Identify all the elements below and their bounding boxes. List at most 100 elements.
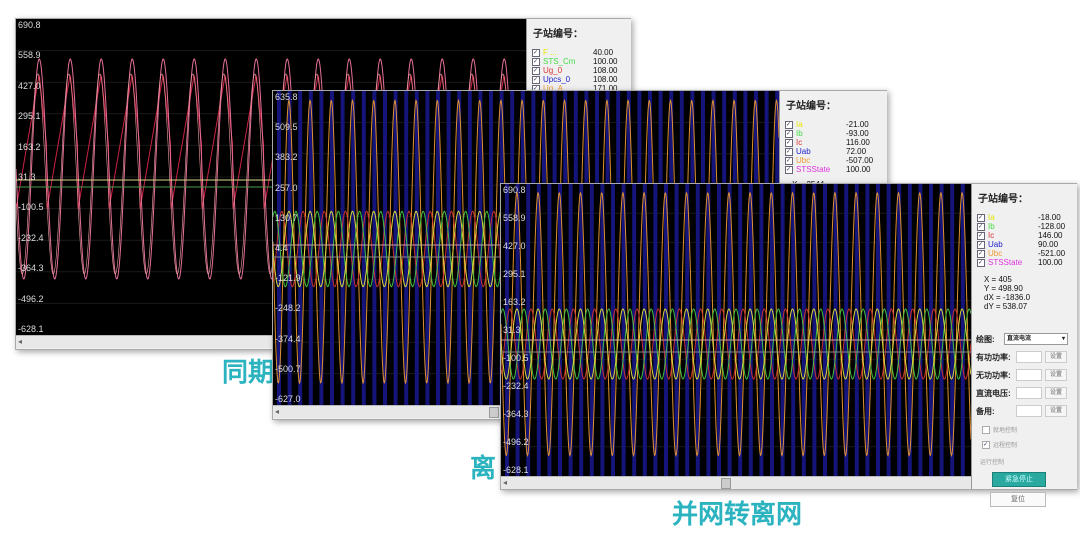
uab-band — [664, 184, 668, 476]
channel-row[interactable]: ✓ Ia -21.00 — [785, 120, 887, 129]
uab-band — [536, 184, 541, 476]
y-tick-label: -100.5 — [18, 202, 44, 213]
emergency-stop-button[interactable]: 紧急停止 — [992, 472, 1046, 487]
channel-row[interactable]: ✓ Ubc -507.00 — [785, 156, 887, 165]
field-label: 直流电压: — [976, 388, 1011, 398]
y-tick-label: -364.3 — [18, 263, 44, 274]
setpoint-input[interactable] — [1016, 405, 1042, 417]
y-tick-label: -100.5 — [503, 353, 529, 363]
plot-select[interactable]: 直流电流 ▾ — [1004, 333, 1068, 345]
y-tick-label: 635.8 — [275, 92, 298, 102]
y-tick-label: 130.7 — [275, 212, 298, 223]
setpoint-input[interactable] — [1016, 351, 1042, 363]
channel-checkbox[interactable]: ✓ — [785, 147, 793, 156]
channel-value: 108.00 — [593, 75, 618, 84]
channel-row[interactable]: ✓ STSState 100.00 — [977, 258, 1077, 267]
setpoint-input[interactable] — [1016, 387, 1042, 399]
channel-checkbox[interactable]: ✓ — [532, 48, 540, 57]
channel-value: -21.00 — [846, 120, 869, 129]
channel-checkbox[interactable]: ✓ — [532, 75, 540, 84]
channel-row[interactable]: ✓ Ib -128.00 — [977, 222, 1077, 231]
channel-value: -93.00 — [846, 129, 869, 138]
set-button[interactable]: 设置 — [1045, 351, 1068, 363]
channel-row[interactable]: ✓ STS_Cm 100.00 — [532, 57, 631, 66]
plot-label: 绘图: — [976, 334, 995, 344]
channel-row[interactable]: ✓ Uab 90.00 — [977, 240, 1077, 249]
scroll-left-icon[interactable]: ◂ — [275, 407, 280, 416]
channel-row[interactable]: ✓ Uab 72.00 — [785, 147, 887, 156]
waveform-plot[interactable]: 690.8 558.9 427.0 295.1 163.2 31.3 -100.5 -232.… — [16, 19, 526, 335]
channel-checkbox[interactable]: ✓ — [977, 240, 985, 249]
channel-checkbox[interactable]: ✓ — [977, 258, 985, 267]
uab-band — [642, 184, 647, 476]
channel-name: Uab — [796, 147, 811, 156]
channel-checkbox[interactable]: ✓ — [977, 231, 985, 240]
dy-readout: dY = 538.07 — [984, 302, 1028, 311]
uab-band — [446, 91, 451, 405]
uab-band — [812, 184, 817, 476]
channel-name: Ib — [796, 129, 803, 138]
reset-button[interactable]: 复位 — [990, 492, 1046, 507]
uab-band — [876, 184, 880, 476]
caption-offgrid: 离 — [470, 454, 497, 484]
channel-checkbox[interactable]: ✓ — [532, 66, 540, 75]
channel-checkbox[interactable]: ✓ — [785, 138, 793, 147]
remote-control-checkbox[interactable]: ✓ 远程控制 — [982, 440, 1018, 449]
panel-title: 子站编号： — [786, 101, 836, 112]
y-tick-label: -374.4 — [275, 333, 301, 344]
channel-row[interactable]: ✓ STSState 100.00 — [785, 165, 887, 174]
scroll-left-icon[interactable]: ◂ — [503, 478, 508, 487]
waveform-plot[interactable]: 690.8 558.9 427.0 295.1 163.2 31.3 -100.5 -232.… — [501, 184, 971, 476]
y-tick-label: -500.7 — [275, 363, 301, 374]
channel-row[interactable]: ✓ Upcs_0 108.00 — [532, 75, 631, 84]
channel-checkbox[interactable]: ✓ — [532, 57, 540, 66]
channel-checkbox[interactable]: ✓ — [785, 129, 793, 138]
channel-value: -521.00 — [1038, 249, 1066, 258]
channel-checkbox[interactable]: ✓ — [785, 120, 793, 129]
channel-value: -507.00 — [846, 156, 874, 165]
channel-checkbox[interactable]: ✓ — [977, 213, 985, 222]
channel-row[interactable]: ✓ Ic 116.00 — [785, 138, 887, 147]
channel-row[interactable]: ✓ Ib -93.00 — [785, 129, 887, 138]
scroll-thumb[interactable] — [721, 478, 731, 489]
channel-row[interactable]: ✓ Ug_0 108.00 — [532, 66, 631, 75]
channel-value: 116.00 — [846, 138, 870, 147]
local-control-checkbox[interactable]: 就地控制 — [982, 425, 1077, 434]
uab-band — [833, 184, 838, 476]
scroll-thumb[interactable] — [489, 407, 499, 418]
channel-row[interactable]: ✓ Ic 146.00 — [977, 231, 1077, 240]
channel-value: 146.00 — [1038, 231, 1063, 240]
uab-band — [319, 91, 324, 405]
uab-band — [706, 184, 711, 476]
group-label: 运行控制 — [980, 460, 1005, 466]
uab-band — [854, 184, 859, 476]
channel-checkbox[interactable]: ✓ — [977, 249, 985, 258]
channel-checkbox[interactable]: ✓ — [785, 165, 793, 174]
channel-row[interactable]: ✓ Ia -18.00 — [977, 213, 1077, 222]
channel-checkbox[interactable]: ✓ — [977, 222, 985, 231]
plot-select-value: 直流电流 — [1007, 336, 1032, 342]
y-readout: Y = 498.90 — [984, 284, 1023, 293]
uab-band — [600, 184, 605, 476]
y-tick-label: -496.2 — [18, 293, 44, 304]
uab-band — [897, 184, 902, 476]
y-tick-label: 558.9 — [18, 50, 41, 61]
y-tick-label: 383.2 — [275, 152, 298, 163]
waveform-window-grid-to-offgrid: 690.8 558.9 427.0 295.1 163.2 31.3 -100.5 -232.… — [500, 183, 1077, 507]
set-button[interactable]: 设置 — [1045, 369, 1068, 381]
panel-title: 子站编号： — [978, 194, 1028, 205]
scroll-left-icon[interactable]: ◂ — [18, 337, 23, 346]
setpoint-input[interactable] — [1016, 369, 1042, 381]
channel-name: Uab — [988, 240, 1003, 249]
uab-band — [414, 91, 419, 405]
y-tick-label: -496.2 — [503, 437, 529, 447]
horizontal-scrollbar[interactable]: ◂ — [501, 476, 971, 489]
channel-checkbox[interactable]: ✓ — [785, 156, 793, 165]
channel-row[interactable]: ✓ F ... 40.00 — [532, 48, 631, 57]
channel-row[interactable]: ✓ Ubc -521.00 — [977, 249, 1077, 258]
sine-trace — [16, 73, 526, 275]
channel-name: Ia — [796, 120, 803, 129]
set-button[interactable]: 设置 — [1045, 405, 1068, 417]
set-button[interactable]: 设置 — [1045, 387, 1068, 399]
y-tick-label: 427.0 — [18, 80, 41, 91]
